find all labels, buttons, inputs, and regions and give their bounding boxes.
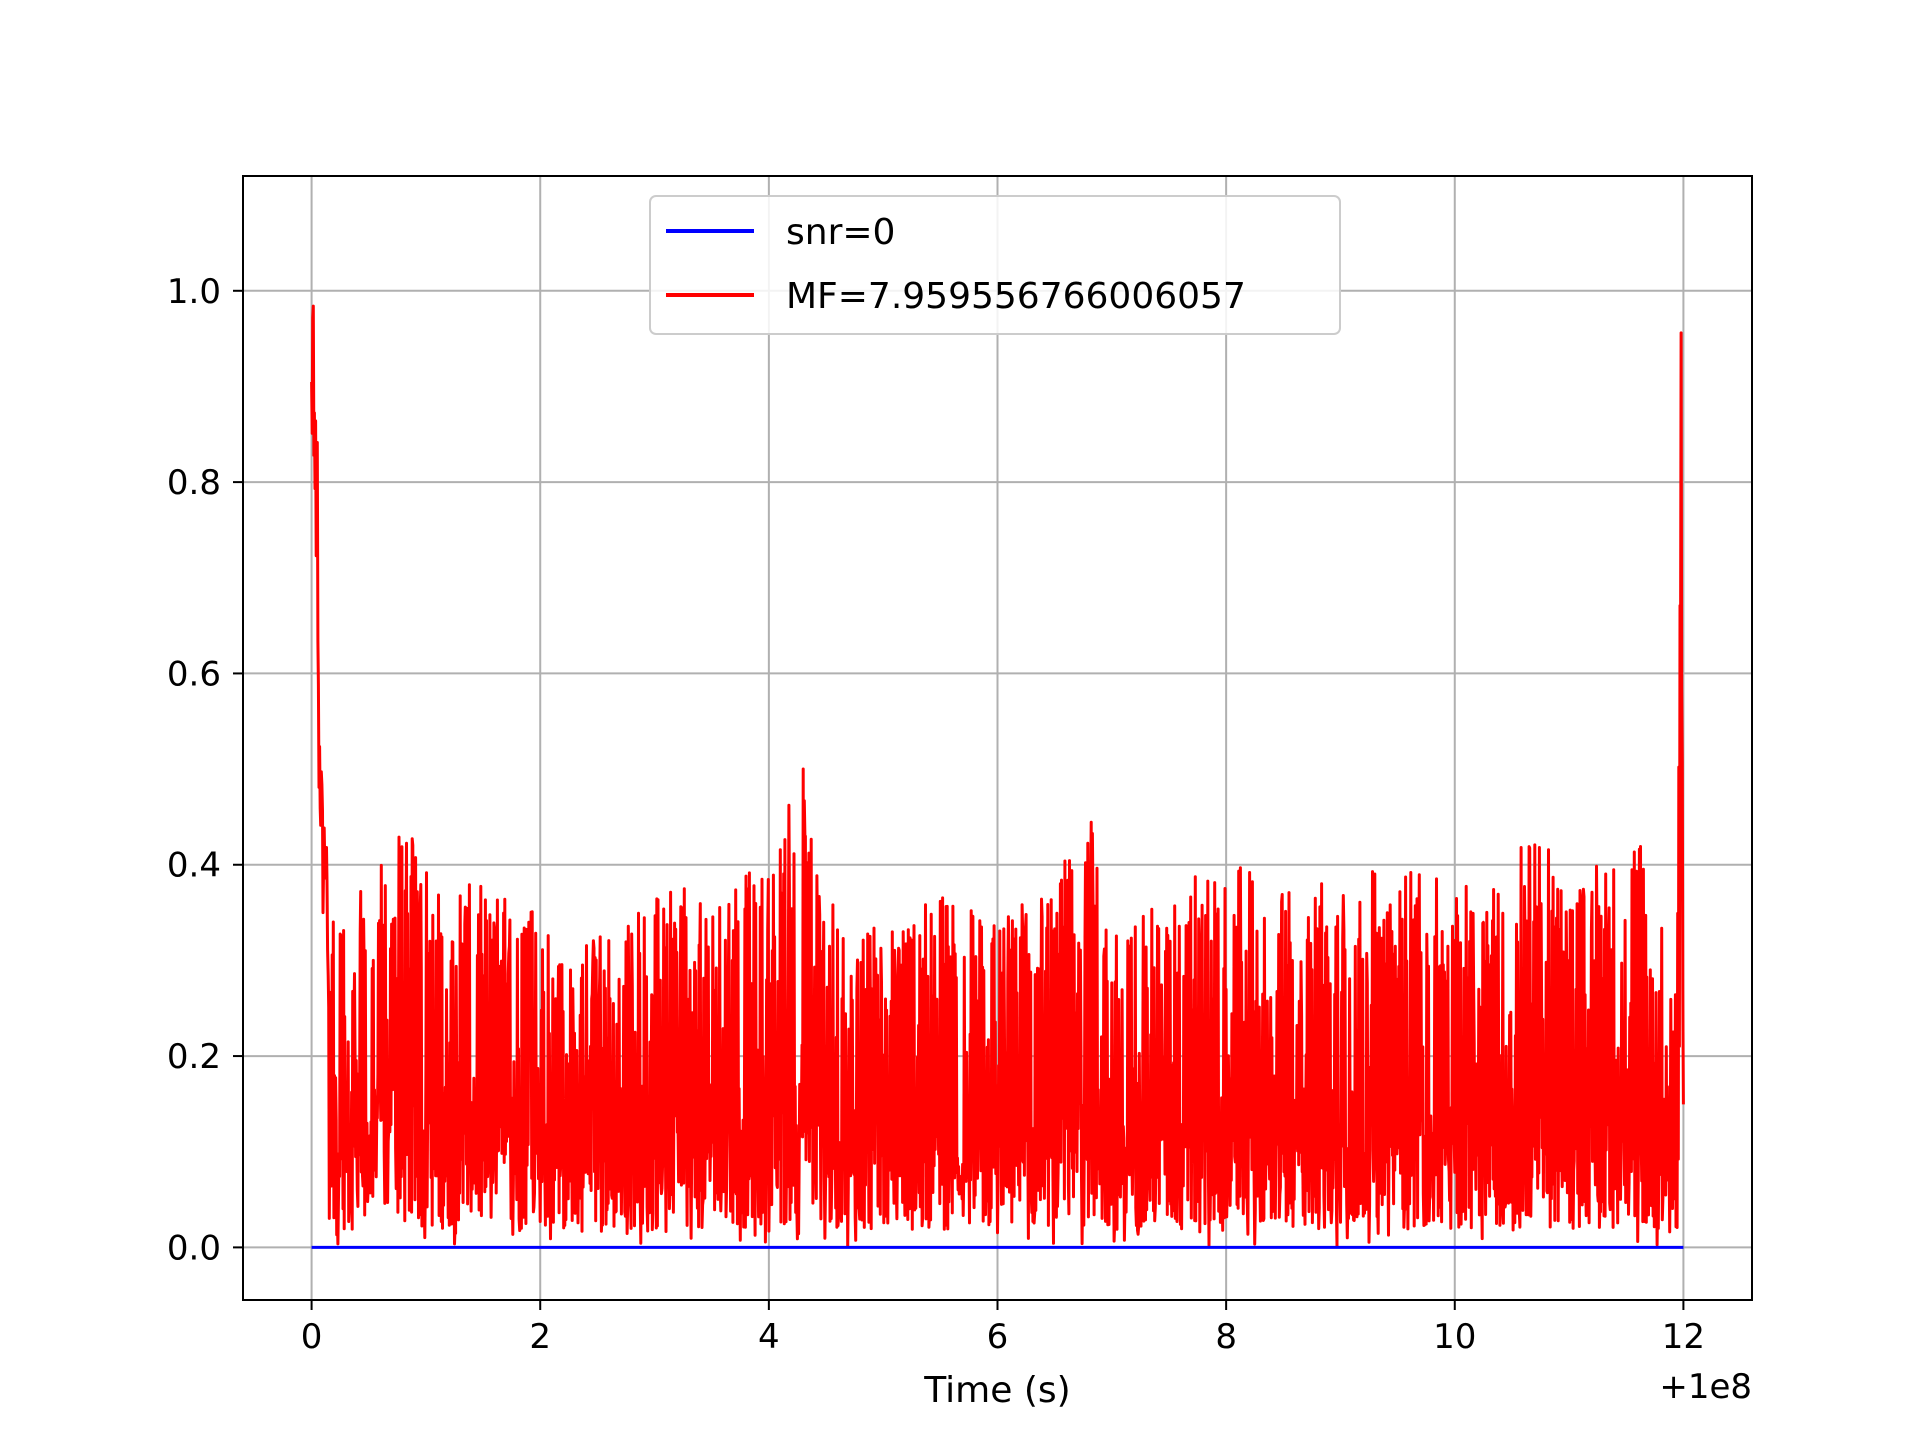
x-tick-label: 6 (987, 1317, 1009, 1357)
y-tick-label: 0.2 (167, 1037, 221, 1077)
x-tick-label: 4 (758, 1317, 780, 1357)
y-tick-label: 0.6 (167, 654, 221, 694)
y-tick-label: 0.0 (167, 1228, 221, 1268)
legend-label: snr=0 (786, 212, 895, 253)
x-tick-label: 10 (1433, 1317, 1476, 1357)
legend: snr=0 MF=7.959556766006057 (649, 195, 1341, 335)
x-axis-offset-label: +1e8 (1659, 1367, 1752, 1407)
x-axis-label: Time (s) (923, 1370, 1070, 1411)
series-line-mf (310, 304, 1685, 1249)
x-tick-label: 8 (1215, 1317, 1237, 1357)
legend-label: MF=7.959556766006057 (786, 276, 1246, 317)
y-tick-label: 1.0 (167, 272, 221, 312)
legend-box (649, 195, 1341, 335)
x-tick-label: 2 (529, 1317, 551, 1357)
x-tick-label: 12 (1662, 1317, 1705, 1357)
y-tick-label: 0.4 (167, 846, 221, 886)
axis-ticks: 0 2 4 6 8 10 12 0.0 0.2 0.4 0.6 0.8 1.0 (167, 272, 1705, 1357)
x-tick-label: 0 (301, 1317, 323, 1357)
y-tick-label: 0.8 (167, 463, 221, 503)
series-layer (310, 304, 1685, 1249)
